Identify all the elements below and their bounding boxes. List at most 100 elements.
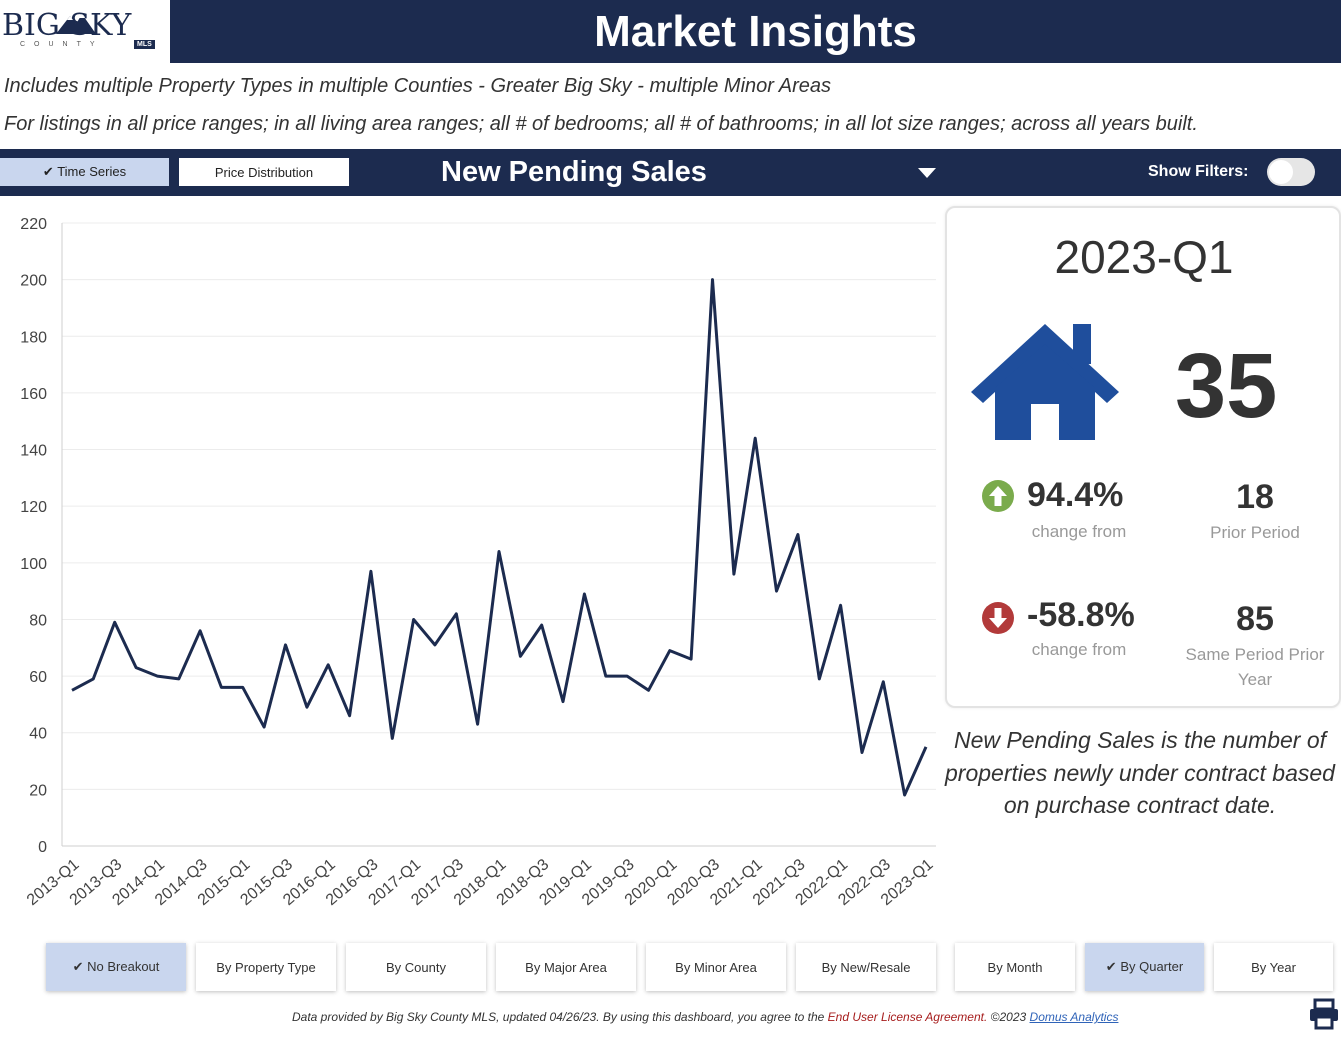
y-tick-label: 200	[20, 273, 47, 290]
data-point[interactable]	[836, 600, 846, 610]
data-point[interactable]	[750, 433, 760, 443]
kpi-period: 2023-Q1	[1054, 231, 1234, 283]
check-icon: ✔	[1105, 959, 1117, 974]
kpi-value: 35	[1175, 335, 1278, 437]
change-year-value: -58.8%	[1027, 596, 1135, 634]
arrow-up-circle-icon	[982, 480, 1014, 512]
data-point[interactable]	[686, 654, 696, 664]
data-point[interactable]	[537, 620, 547, 630]
header-bar: BIG SKY COUNTY MLS Market Insights	[0, 0, 1341, 63]
no-breakout-button[interactable]: ✔ No Breakout	[46, 943, 186, 991]
data-point[interactable]	[772, 586, 782, 596]
time-series-label: Time Series	[57, 164, 127, 179]
footer: Data provided by Big Sky County MLS, upd…	[292, 1010, 1118, 1024]
eula-link[interactable]: End User License Agreement.	[827, 1010, 988, 1024]
data-point[interactable]	[152, 671, 162, 681]
check-icon: ✔	[72, 959, 84, 974]
metric-dropdown-value: New Pending Sales	[441, 156, 707, 188]
show-filters-toggle[interactable]	[1267, 158, 1315, 186]
data-point[interactable]	[302, 702, 312, 712]
data-point[interactable]	[793, 530, 803, 540]
y-tick-label: 100	[20, 556, 47, 573]
data-point[interactable]	[259, 722, 269, 732]
data-point[interactable]	[366, 566, 376, 576]
data-point[interactable]	[216, 682, 226, 692]
filter-summary-line-2: For listings in all price ranges; in all…	[4, 113, 1198, 135]
data-point[interactable]	[323, 660, 333, 670]
y-tick-label: 120	[20, 499, 47, 516]
y-tick-label: 20	[29, 782, 47, 799]
data-point[interactable]	[473, 719, 483, 729]
by-major-area-button[interactable]: By Major Area	[496, 943, 636, 991]
data-point[interactable]	[622, 671, 632, 681]
by-quarter-button[interactable]: ✔ By Quarter	[1085, 943, 1204, 991]
data-point[interactable]	[900, 790, 910, 800]
data-point[interactable]	[88, 674, 98, 684]
data-point[interactable]	[878, 677, 888, 687]
data-point[interactable]	[601, 671, 611, 681]
data-point[interactable]	[558, 697, 568, 707]
caret-down-icon	[918, 168, 936, 178]
metric-description: New Pending Sales is the number of prope…	[945, 727, 1335, 818]
by-quarter-label: By Quarter	[1120, 959, 1184, 974]
y-tick-label: 180	[20, 329, 47, 346]
y-tick-label: 0	[38, 839, 47, 856]
data-point[interactable]	[708, 275, 718, 285]
y-tick-label: 40	[29, 726, 47, 743]
house-icon	[971, 324, 1119, 440]
time-series-chart: 0 20 40 60 80 100 120 140 160 180 200 220 2013-Q120…	[20, 216, 937, 909]
data-point[interactable]	[67, 685, 77, 695]
data-point[interactable]	[729, 569, 739, 579]
data-point[interactable]	[579, 589, 589, 599]
by-minor-area-button[interactable]: By Minor Area	[646, 943, 786, 991]
y-tick-labels: 0 20 40 60 80 100 120 140 160 180 200 220	[20, 216, 47, 856]
x-tick-labels: 2013-Q12013-Q32014-Q12014-Q32015-Q12015-…	[24, 856, 937, 909]
mountain-icon	[56, 14, 96, 34]
metric-dropdown[interactable]: New Pending Sales	[432, 149, 946, 196]
data-point[interactable]	[281, 640, 291, 650]
domus-analytics-link[interactable]: Domus Analytics	[1029, 1010, 1119, 1024]
change-prior-value: 94.4%	[1027, 476, 1124, 514]
prior-period-label: Prior Period	[1210, 523, 1300, 542]
data-point[interactable]	[814, 674, 824, 684]
y-tick-label: 160	[20, 386, 47, 403]
y-tick-label: 60	[29, 669, 47, 686]
by-month-button[interactable]: By Month	[955, 943, 1075, 991]
data-point[interactable]	[515, 651, 525, 661]
footer-copyright: ©2023	[987, 1010, 1030, 1024]
y-tick-label: 220	[20, 216, 47, 233]
data-point[interactable]	[857, 748, 867, 758]
data-point[interactable]	[174, 674, 184, 684]
by-county-button[interactable]: By County	[346, 943, 486, 991]
data-point[interactable]	[110, 617, 120, 627]
data-point[interactable]	[451, 609, 461, 619]
same-period-prior-year-value: 85	[1236, 600, 1274, 638]
big-sky-logo: BIG SKY COUNTY MLS	[0, 0, 170, 63]
data-point[interactable]	[238, 682, 248, 692]
data-point[interactable]	[643, 685, 653, 695]
by-year-button[interactable]: By Year	[1214, 943, 1333, 991]
data-point[interactable]	[430, 640, 440, 650]
price-distribution-button[interactable]: Price Distribution	[179, 158, 349, 186]
time-series-button[interactable]: ✔ Time Series	[0, 158, 169, 186]
logo-badge: MLS	[134, 40, 155, 49]
data-point[interactable]	[921, 742, 931, 752]
data-point[interactable]	[665, 646, 675, 656]
by-new-resale-button[interactable]: By New/Resale	[796, 943, 936, 991]
no-breakout-label: No Breakout	[87, 959, 160, 974]
data-point[interactable]	[345, 711, 355, 721]
data-point[interactable]	[409, 614, 419, 624]
same-period-prior-year-label: Same Period Prior Year	[1185, 645, 1325, 689]
data-point[interactable]	[131, 663, 141, 673]
y-tick-label: 80	[29, 612, 47, 629]
by-property-type-button[interactable]: By Property Type	[196, 943, 336, 991]
data-point[interactable]	[195, 626, 205, 636]
printer-icon[interactable]	[1308, 998, 1340, 1030]
data-point[interactable]	[494, 546, 504, 556]
axes	[61, 223, 936, 847]
data-point[interactable]	[387, 733, 397, 743]
arrow-down-circle-icon	[982, 602, 1014, 634]
toolbar: ✔ Time Series Price Distribution New Pen…	[0, 149, 1341, 196]
change-prior-label: change from	[1031, 522, 1127, 541]
series-line	[71, 278, 928, 797]
